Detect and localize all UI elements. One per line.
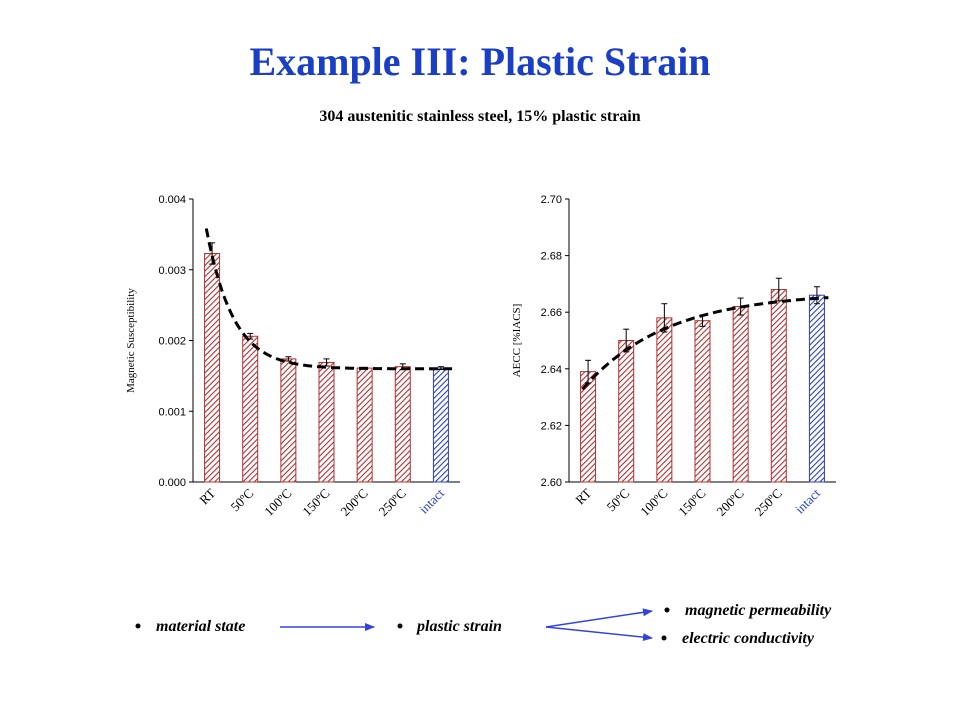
bar xyxy=(318,361,335,483)
trend-line xyxy=(204,228,453,371)
bar xyxy=(808,294,825,483)
bar xyxy=(694,320,711,483)
bar xyxy=(618,340,635,483)
y-tick-label: 0.000 xyxy=(158,477,186,489)
slide-subtitle: 304 austenitic stainless steel, 15% plas… xyxy=(319,108,641,125)
flow-diagram: material state plastic strain magnetic p… xyxy=(135,602,832,647)
x-tick-label: RT xyxy=(572,485,594,507)
aecc-chart: 2.60 2.62 2.64 2.66 2.68 2.70 AECC [%IACS] RT 50… xyxy=(511,194,836,519)
x-tick-label: intact xyxy=(792,485,823,516)
y-tick-label: 0.003 xyxy=(158,265,186,277)
bar xyxy=(204,252,221,483)
flow-bullet xyxy=(135,623,141,629)
flow-item-material-state: material state xyxy=(156,618,245,635)
flow-output-magnetic-permeability: magnetic permeability xyxy=(685,602,832,619)
bar xyxy=(656,317,673,483)
y-tick-label: 0.001 xyxy=(158,406,186,418)
x-tick-label: RT xyxy=(196,485,218,507)
flow-bullet xyxy=(661,635,667,641)
y-tick-label: 2.66 xyxy=(541,307,562,319)
flow-bullet xyxy=(664,607,670,613)
y-tick-label: 2.68 xyxy=(541,251,562,263)
x-tick-label: 200ºC xyxy=(337,486,370,519)
bar xyxy=(432,367,449,483)
x-tick-label: 50ºC xyxy=(604,486,633,515)
x-tick-label: intact xyxy=(416,485,447,516)
y-tick-label: 0.004 xyxy=(158,194,186,206)
y-axis-label: Magnetic Susceptibility xyxy=(125,288,137,393)
y-tick-label: 2.62 xyxy=(541,420,562,432)
bar xyxy=(356,367,373,483)
x-tick-label: 100ºC xyxy=(637,486,670,519)
x-tick-label: 50ºC xyxy=(228,486,257,515)
x-tick-label: 200ºC xyxy=(713,486,746,519)
slide-title: Example III: Plastic Strain xyxy=(249,39,711,84)
y-tick-label: 2.64 xyxy=(541,364,562,376)
x-tick-label: 150ºC xyxy=(299,486,332,519)
x-tick-label: 100ºC xyxy=(261,486,294,519)
flow-arrow-3 xyxy=(545,626,653,642)
flow-item-plastic-strain: plastic strain xyxy=(415,618,502,635)
bar xyxy=(280,358,297,483)
bar xyxy=(770,289,787,483)
x-tick-label: 150ºC xyxy=(675,486,708,519)
flow-arrow-2 xyxy=(545,608,653,628)
y-tick-label: 0.002 xyxy=(158,336,186,348)
bar xyxy=(732,306,749,483)
trend-line xyxy=(581,296,829,391)
y-tick-label: 2.70 xyxy=(541,194,562,206)
bar xyxy=(242,335,259,483)
magnetic-susceptibility-chart: 0.000 0.001 0.002 0.003 0.004 Magnetic Suscep… xyxy=(125,194,460,519)
x-tick-label: 250ºC xyxy=(376,486,409,519)
flow-output-electric-conductivity: electric conductivity xyxy=(682,630,815,647)
x-tick-label: 250ºC xyxy=(752,486,785,519)
y-axis-label: AECC [%IACS] xyxy=(511,304,523,378)
flow-bullet xyxy=(397,623,403,629)
bar xyxy=(394,366,411,483)
y-tick-label: 2.60 xyxy=(541,477,562,489)
